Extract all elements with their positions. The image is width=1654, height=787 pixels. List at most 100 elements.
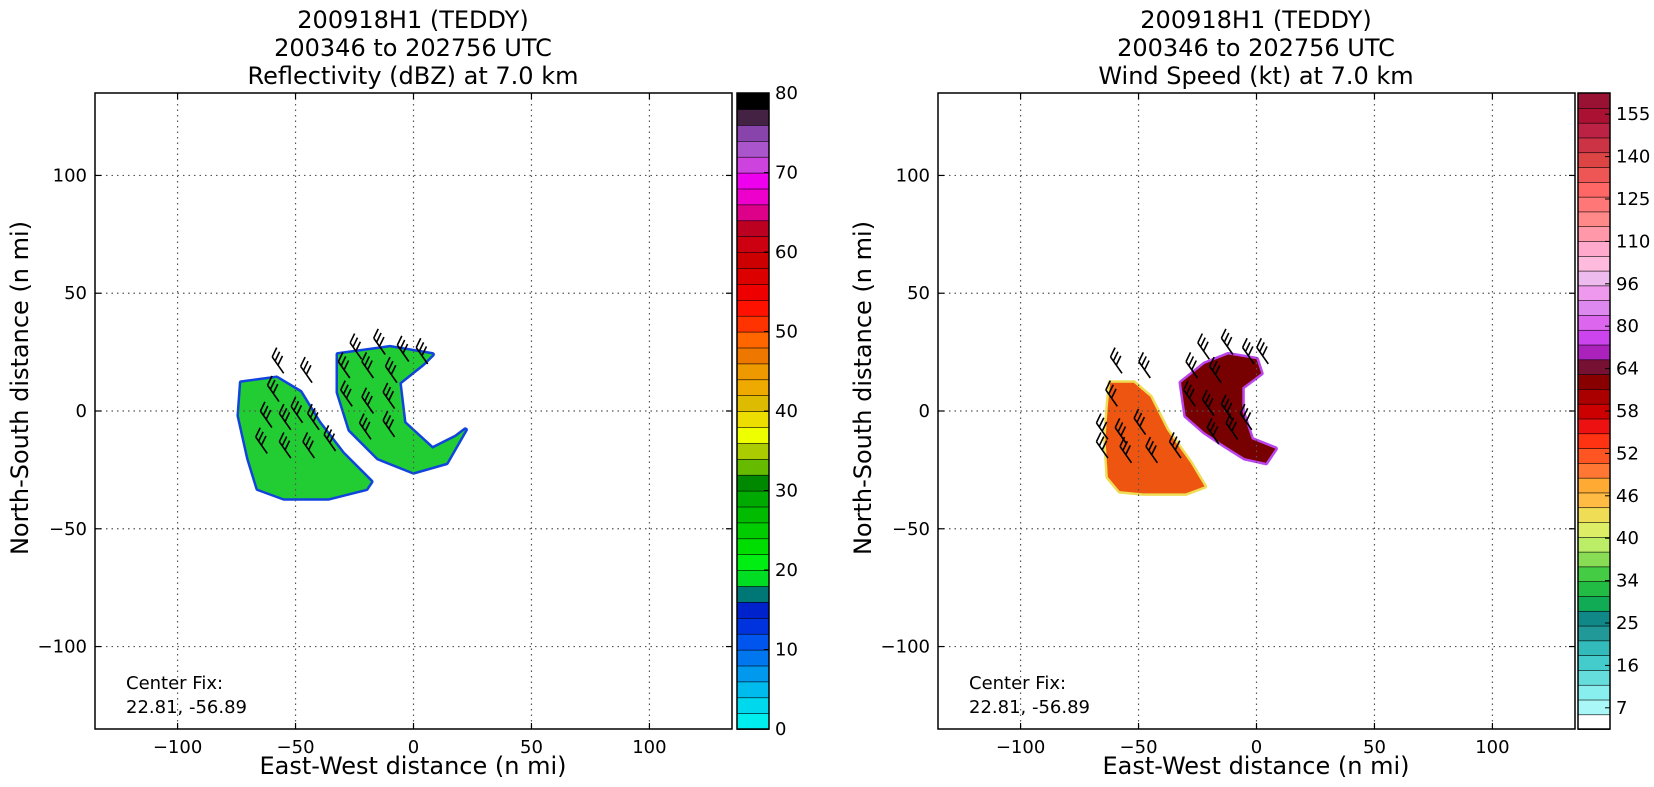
wind-speed-wind-barb (1095, 413, 1109, 440)
wind-speed-colorbar-swatch (1577, 684, 1611, 701)
reflectivity-wind-barb (299, 356, 313, 384)
reflectivity-colorbar-swatch (736, 506, 770, 524)
wind-speed-center-fix-value: 22.81, -56.89 (969, 697, 1090, 718)
reflectivity-colorbar-swatch (736, 537, 770, 556)
reflectivity-wind-barb (361, 387, 375, 414)
reflectivity-colorbar-swatch (736, 617, 770, 635)
wind-speed-colorbar-tick-label: 25 (1616, 613, 1639, 634)
wind-speed-wind-barb (1114, 418, 1128, 445)
wind-speed-wind-barb (1201, 389, 1215, 417)
wind-speed-wind-barb (1241, 337, 1255, 365)
wind-speed-plot-area: −100 −50 0 50 100 −100 −50 0 50 100 (881, 92, 1576, 758)
wind-speed-colorbar-tick-label: 140 (1616, 147, 1650, 168)
reflectivity-x-tick-label: 50 (520, 737, 543, 758)
reflectivity-wind-barb (290, 396, 304, 424)
wind-speed-colorbar-swatch (1577, 388, 1611, 405)
wind-speed-colorbar-swatch (1577, 211, 1611, 228)
reflectivity-colorbar-swatch (736, 458, 770, 476)
wind-speed-colorbar-swatch (1577, 506, 1611, 523)
reflectivity-colorbar-swatch (736, 442, 770, 460)
reflectivity-y-tick-label: 100 (53, 165, 87, 186)
wind-speed-wind-barb (1220, 394, 1234, 421)
reflectivity-colorbar-tick-label: 30 (775, 481, 798, 502)
wind-speed-colorbar-swatch (1577, 699, 1611, 716)
reflectivity-x-tick-label: 0 (408, 737, 419, 758)
reflectivity-wind-barb (340, 380, 353, 407)
reflectivity-y-tick-label: 50 (64, 283, 87, 304)
wind-speed-y-tick-label: 100 (896, 165, 930, 186)
wind-speed-colorbar-swatch (1577, 151, 1611, 168)
wind-speed-wind-barb (1183, 380, 1196, 407)
reflectivity-colorbar-swatch (736, 585, 770, 603)
wind-speed-colorbar-swatch (1577, 373, 1611, 390)
wind-speed-colorbar-swatch (1577, 536, 1611, 553)
reflectivity-colorbar-swatch (736, 569, 770, 587)
wind-speed-y-tick-label: −100 (881, 637, 930, 658)
reflectivity-wind-barb (306, 403, 320, 431)
wind-speed-colorbar-swatch (1577, 447, 1611, 464)
wind-speed-wind-barb (1145, 436, 1159, 464)
reflectivity-colorbar-tick-label: 40 (775, 401, 798, 422)
reflectivity-wind-barb (278, 403, 292, 431)
reflectivity-colorbar-swatch (736, 124, 770, 142)
reflectivity-colorbar-swatch (736, 665, 770, 683)
reflectivity-colorbar-swatch (736, 188, 770, 206)
wind-speed-wind-barb (1239, 403, 1253, 431)
wind-speed-colorbar-swatch (1577, 225, 1611, 242)
wind-speed-y-axis-label: North-South distance (n mi) (849, 221, 877, 555)
wind-speed-y-tick-label: 0 (919, 401, 930, 422)
reflectivity-panel: 200918H1 (TEDDY) 200346 to 202756 UTC Re… (6, 6, 798, 780)
wind-speed-plot-background (938, 93, 1575, 729)
wind-speed-colorbar-swatch (1577, 669, 1611, 686)
reflectivity-colorbar-swatch (736, 378, 770, 397)
reflectivity-colorbar-swatch (736, 299, 770, 317)
reflectivity-wind-barb (373, 328, 386, 355)
wind-speed-center-fix-label: Center Fix: (969, 673, 1066, 694)
reflectivity-wind-barb (337, 352, 351, 379)
wind-speed-panel: 200918H1 (TEDDY) 200346 to 202756 UTC Wi… (849, 6, 1650, 780)
reflectivity-x-axis-label: East-West distance (n mi) (259, 752, 566, 780)
reflectivity-colorbar-swatch (736, 649, 770, 667)
reflectivity-colorbar-swatch (736, 140, 770, 158)
reflectivity-center-fix-label: Center Fix: (126, 673, 223, 694)
reflectivity-colorbar-swatch (736, 553, 770, 571)
wind-speed-colorbar-swatch (1577, 299, 1611, 316)
wind-speed-colorbar-swatch (1577, 551, 1611, 568)
wind-speed-colorbar-swatch (1577, 329, 1611, 346)
wind-speed-colorbar-tick-label: 58 (1616, 401, 1639, 422)
reflectivity-colorbar: 0 10 20 30 40 50 60 70 80 (736, 83, 798, 740)
wind-speed-colorbar-swatch (1577, 122, 1611, 139)
reflectivity-colorbar-swatch (736, 219, 770, 237)
wind-speed-title-line-3: Wind Speed (kt) at 7.0 km (1098, 62, 1413, 90)
wind-speed-title-line-2: 200346 to 202756 UTC (1117, 34, 1395, 62)
wind-speed-x-tick-label: −100 (996, 737, 1045, 758)
wind-speed-wind-barb (1197, 333, 1210, 360)
wind-speed-colorbar-swatch (1577, 314, 1611, 331)
reflectivity-colorbar-tick-label: 70 (775, 163, 798, 184)
wind-speed-wind-barb (1225, 413, 1239, 440)
wind-speed-colorbar-tick-label: 40 (1616, 528, 1639, 549)
wind-speed-colorbar-swatch (1577, 255, 1611, 272)
wind-speed-colorbar-swatch (1577, 565, 1611, 582)
wind-speed-wind-barb (1133, 408, 1147, 436)
wind-speed-wind-barb (1095, 432, 1109, 459)
wind-speed-wind-barb (1220, 328, 1234, 355)
reflectivity-wind-barb (358, 413, 372, 440)
wind-speed-colorbar-tick-label: 155 (1616, 104, 1650, 125)
wind-speed-wind-barb (1256, 337, 1269, 365)
reflectivity-wind-barb (266, 375, 280, 403)
reflectivity-plot-area: −100 −50 0 50 100 −100 −50 0 50 100 (38, 92, 733, 758)
wind-speed-colorbar-tick-label: 16 (1616, 655, 1639, 676)
wind-speed-colorbar-swatch (1577, 358, 1611, 375)
reflectivity-colorbar-swatch (736, 347, 770, 365)
wind-speed-colorbar-tick-label: 64 (1616, 359, 1639, 380)
wind-speed-wind-barb (1105, 380, 1118, 407)
reflectivity-colorbar-tick-label: 0 (775, 719, 786, 740)
wind-speed-outer-band (1105, 382, 1205, 494)
wind-speed-colorbar-swatch (1577, 462, 1611, 479)
reflectivity-wind-barb (396, 335, 410, 362)
wind-speed-colorbar-tick-label: 46 (1616, 486, 1639, 507)
wind-speed-x-tick-label: 0 (1251, 737, 1262, 758)
wind-speed-colorbar-swatch (1577, 610, 1611, 627)
